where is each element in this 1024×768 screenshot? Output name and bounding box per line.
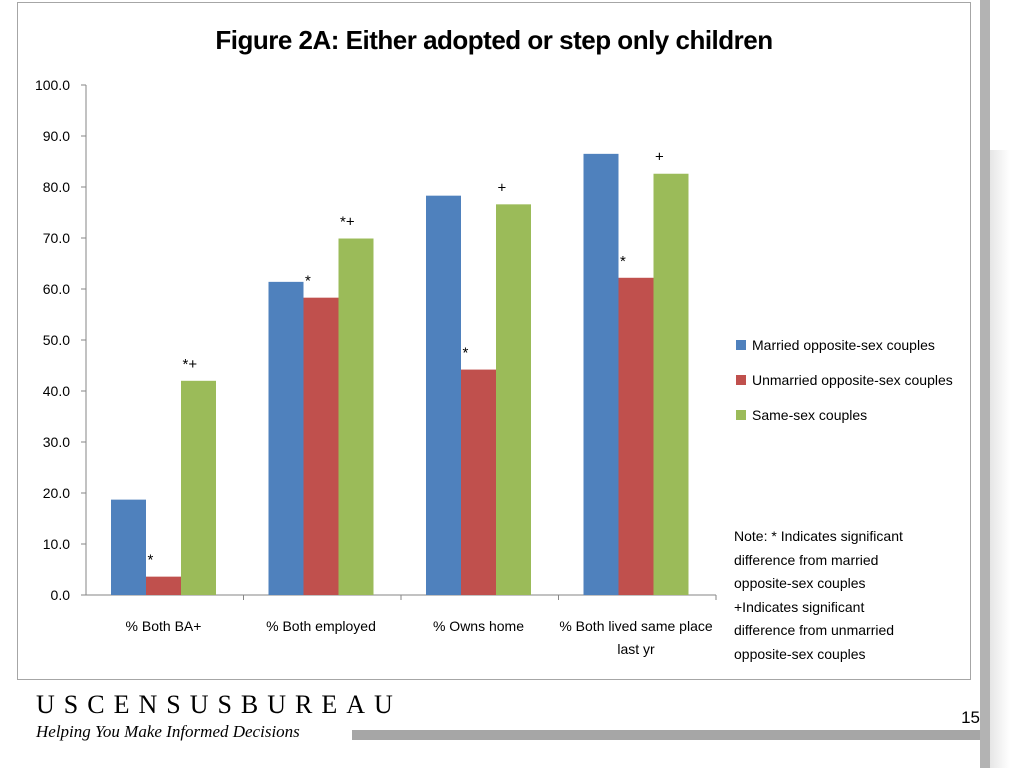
page-number: 15 [961,708,980,727]
bar [653,173,689,596]
bar [461,369,496,595]
legend-swatch-unmarried [736,374,746,385]
legend-label-same-sex: Same-sex couples [752,406,868,423]
y-tick-label: 90.0 [43,128,70,144]
chart-title: Figure 2A: Either adopted or step only c… [215,25,773,55]
footer-bar-decoration [352,730,980,740]
brand-name: USCENSUSBUREAU [36,690,402,719]
significance-marker: * [620,253,626,270]
significance-marker: + [498,179,507,196]
significance-marker: * [463,345,469,362]
legend-swatch-same-sex [736,409,746,420]
y-tick-label: 10.0 [43,536,70,552]
legend-item-unmarried: Unmarried opposite-sex couples [736,362,953,397]
bar [618,277,654,595]
chart-frame: Figure 2A: Either adopted or step only c… [17,2,971,680]
x-tick-label: % Both BA+ [126,618,202,634]
brand-tagline: Helping You Make Informed Decisions [36,722,300,741]
legend-item-married: Married opposite-sex couples [736,327,953,362]
bar [338,238,374,595]
side-bar-decoration [980,0,990,768]
bar [426,195,461,596]
census-bureau-logo: USCENSUSBUREAU Helping You Make Informed… [36,690,402,742]
significance-marker: + [655,149,664,166]
significance-marker: *+ [340,214,355,231]
legend-label-unmarried: Unmarried opposite-sex couples [752,371,953,388]
bar [268,281,304,595]
bar [181,380,216,595]
significance-marker: * [305,273,311,290]
y-tick-label: 70.0 [43,230,70,246]
legend-item-same-sex: Same-sex couples [736,397,953,432]
y-tick-label: 40.0 [43,383,70,399]
legend-label-married: Married opposite-sex couples [752,336,935,353]
bar [111,499,146,595]
significance-marker: *+ [183,356,198,373]
bar [146,576,181,595]
x-tick-label: % Both employed [266,618,376,634]
y-tick-label: 50.0 [43,332,70,348]
bar [583,153,619,595]
legend-swatch-married [736,339,746,350]
y-tick-label: 20.0 [43,485,70,501]
y-tick-label: 100.0 [35,77,70,93]
bar [496,204,531,595]
significance-note: Note: * Indicates significant difference… [734,528,903,662]
bar-chart: 0.0 10.0 20.0 30.0 40.0 50.0 60.0 70.0 80.0 90.0 1… [35,77,717,657]
x-tick-label: % Both lived same place [559,618,713,634]
y-tick-label: 0.0 [51,587,71,603]
bar [303,297,339,595]
chart-legend: Married opposite-sex couples Unmarried o… [736,327,953,432]
x-tick-label: % Owns home [433,618,524,634]
y-tick-label: 60.0 [43,281,70,297]
y-tick-label: 80.0 [43,179,70,195]
x-tick-label: last yr [617,641,655,657]
side-gradient-decoration [990,150,1010,768]
y-tick-label: 30.0 [43,434,70,450]
significance-marker: * [148,552,154,569]
